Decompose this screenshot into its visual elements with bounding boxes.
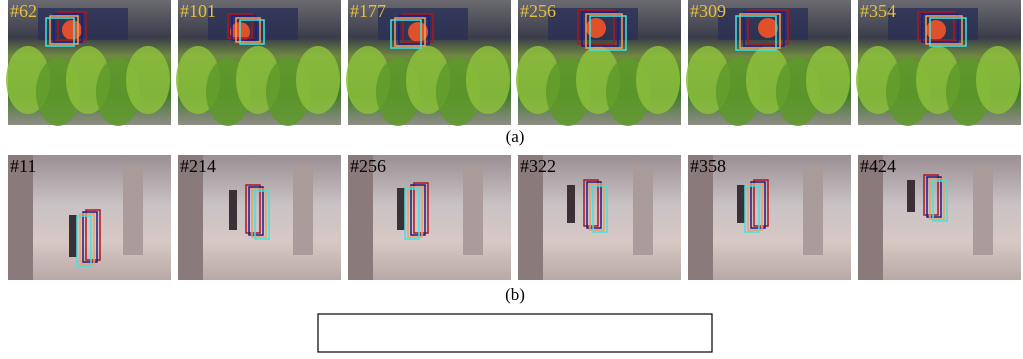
frame-number: #322 bbox=[520, 156, 556, 176]
person bbox=[567, 185, 575, 223]
figure: #62 #101 #177 #256 #309 #354 (a) #11 #214 #256 #32… bbox=[0, 0, 1023, 359]
frame-number: #101 bbox=[180, 1, 216, 21]
legend-box bbox=[318, 314, 712, 352]
person bbox=[397, 188, 405, 230]
pillar bbox=[973, 165, 993, 255]
object bbox=[586, 18, 606, 38]
frame-number: #214 bbox=[180, 156, 216, 176]
object bbox=[926, 20, 946, 40]
object bbox=[758, 18, 778, 38]
frame-number: #62 bbox=[10, 1, 37, 21]
object bbox=[62, 20, 82, 40]
person bbox=[229, 190, 237, 230]
pillar bbox=[463, 165, 483, 255]
frame-number: #309 bbox=[690, 1, 726, 21]
frame-number: #256 bbox=[350, 156, 386, 176]
sign bbox=[208, 8, 298, 40]
pillar bbox=[633, 165, 653, 255]
leaf bbox=[806, 46, 850, 114]
leaf bbox=[296, 46, 340, 114]
pillar bbox=[123, 165, 143, 255]
caption: (a) bbox=[506, 127, 525, 146]
frame-number: #11 bbox=[10, 156, 36, 176]
frame-number: #354 bbox=[860, 1, 896, 21]
pillar bbox=[803, 165, 823, 255]
person bbox=[69, 215, 77, 257]
pillar bbox=[293, 165, 313, 255]
leaf bbox=[466, 46, 510, 114]
person bbox=[907, 180, 915, 212]
frame-number: #177 bbox=[350, 1, 386, 21]
person bbox=[737, 185, 745, 223]
leaf bbox=[636, 46, 680, 114]
leaf bbox=[976, 46, 1020, 114]
caption: (b) bbox=[505, 285, 525, 304]
frame-number: #256 bbox=[520, 1, 556, 21]
frame-number: #358 bbox=[690, 156, 726, 176]
frame-number: #424 bbox=[860, 156, 896, 176]
sign bbox=[38, 8, 128, 40]
leaf bbox=[126, 46, 170, 114]
